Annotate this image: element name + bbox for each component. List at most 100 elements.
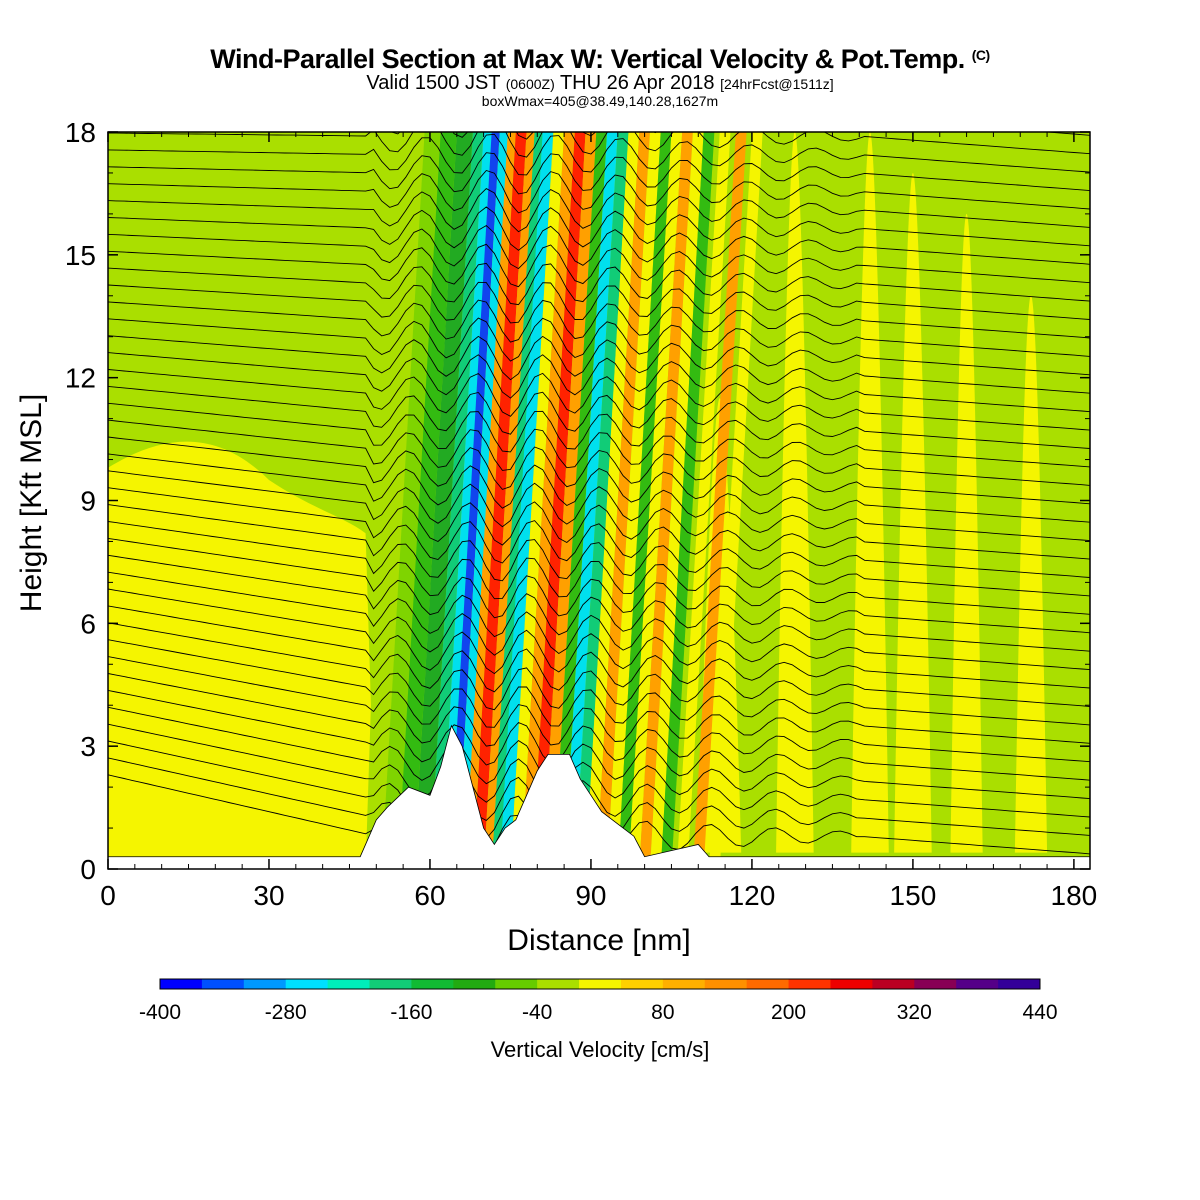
x-axis: 0 30 60 90 120 150 180	[100, 132, 1097, 911]
colorbar-swatch	[788, 979, 831, 989]
x-axis-label: Distance [nm]	[507, 924, 690, 957]
theta-contour	[108, 224, 1090, 270]
y-tick-label: 15	[65, 240, 96, 271]
theta-contour	[108, 133, 1090, 176]
field-band-7	[464, 132, 516, 869]
field-band-22	[617, 132, 672, 869]
field-band-9	[483, 132, 535, 869]
x-tick-label: 30	[253, 880, 284, 911]
theta-contour	[108, 588, 1090, 656]
theta-contour	[108, 605, 1090, 675]
terrain-profile	[108, 724, 1090, 869]
theta-contour	[108, 188, 1090, 233]
theta-contour	[108, 243, 1090, 288]
valid-time: Valid 1500 JST	[366, 72, 501, 94]
colorbar-swatch	[914, 979, 957, 989]
colorbar-swatch	[579, 979, 622, 989]
field-band-18	[574, 132, 629, 869]
field-plume-3	[894, 172, 932, 853]
colorbar-tick-label: -160	[390, 1001, 432, 1024]
theta-contour	[108, 402, 1090, 453]
colorbar: -400 -280 -160 -40 80 200 320 440	[139, 978, 1058, 1024]
colorbar-swatch	[830, 979, 873, 989]
x-tick-label: 180	[1051, 880, 1098, 911]
theta-contour	[108, 521, 1090, 582]
theta-contour	[108, 317, 1090, 362]
field-band-19	[585, 132, 640, 869]
y-tick-label: 18	[65, 117, 96, 148]
theta-contour	[108, 132, 1090, 158]
y-tick-label: 6	[80, 608, 96, 639]
colorbar-tick-label: 200	[771, 1001, 806, 1024]
theta-contour	[108, 639, 1090, 711]
theta-contour	[108, 385, 1090, 435]
theta-contour	[108, 470, 1090, 528]
theta-contour	[108, 504, 1090, 564]
terrain	[108, 724, 1090, 869]
field-band-16	[553, 132, 608, 869]
theta-contour	[108, 369, 1090, 417]
field-band-20	[596, 132, 650, 869]
theta-contour	[108, 152, 1090, 195]
field-band-27	[676, 132, 731, 869]
y-tick-label: 3	[80, 731, 96, 762]
field-band-17	[564, 132, 618, 869]
field-band-26	[660, 132, 715, 869]
field-band-23	[628, 132, 683, 869]
chart-subtitle: Valid 1500 JST (0600Z) THU 26 Apr 2018 […	[0, 72, 1200, 95]
theta-contour	[108, 673, 1090, 747]
y-tick-label: 9	[80, 486, 96, 517]
field-plume-2	[851, 132, 889, 853]
theta-contour	[108, 169, 1090, 214]
field-band-11	[499, 132, 554, 869]
theta-contour	[108, 453, 1090, 509]
colorbar-tick-label: 320	[897, 1001, 932, 1024]
x-tick-label: 60	[414, 880, 445, 911]
theta-contours	[108, 132, 1090, 857]
colorbar-label: Vertical Velocity [cm/s]	[491, 1037, 710, 1062]
theta-contour	[108, 554, 1090, 619]
colorbar-swatch	[160, 979, 203, 989]
theta-contour	[108, 487, 1090, 546]
field-band-1	[397, 132, 457, 869]
x-tick-label: 150	[890, 880, 937, 911]
theta-contour	[108, 537, 1090, 600]
colorbar-swatch	[243, 979, 287, 989]
colorbar-swatch	[620, 979, 664, 989]
velocity-field	[108, 132, 1090, 869]
colorbar-swatch	[411, 979, 454, 989]
colorbar-swatch	[201, 979, 245, 989]
x-tick-label: 0	[100, 880, 116, 911]
y-tick-label: 0	[80, 854, 96, 885]
theta-contour	[108, 656, 1090, 728]
chart-title: Wind-Parallel Section at Max W: Vertical…	[0, 44, 1200, 75]
theta-contour	[108, 706, 1090, 785]
field-band-3	[429, 132, 484, 869]
copyright-mark: (C)	[971, 47, 990, 63]
theta-contour	[108, 571, 1090, 638]
valid-date: THU 26 Apr 2018	[559, 72, 715, 94]
x-tick-label: 90	[575, 880, 606, 911]
theta-contour	[108, 622, 1090, 693]
box-info-text: boxWmax=405@38.49,140.28,1627m	[481, 93, 719, 109]
field-band-13	[521, 132, 575, 869]
colorbar-tick-label: 440	[1022, 1001, 1057, 1024]
colorbar-swatch	[662, 979, 706, 989]
y-axis-label: Height [Kft MSL]	[15, 394, 48, 612]
box-info: boxWmax=405@38.49,140.28,1627m	[0, 93, 1200, 109]
field-band-15	[542, 132, 597, 869]
theta-contour	[108, 436, 1090, 490]
theta-contour	[108, 352, 1090, 399]
colorbar-swatch	[327, 979, 371, 989]
theta-contour	[108, 262, 1090, 306]
colorbar-swatch	[369, 979, 412, 989]
theta-contour	[108, 299, 1090, 343]
colorbar-swatch	[285, 979, 329, 989]
colorbar-swatch	[998, 979, 1041, 989]
field-band-29	[709, 132, 763, 869]
forecast-info: [24hrFcst@1511z]	[720, 76, 834, 92]
colorbar-tick-label: 80	[651, 1001, 674, 1024]
colorbar-swatch	[495, 979, 538, 989]
theta-contour	[108, 419, 1090, 471]
